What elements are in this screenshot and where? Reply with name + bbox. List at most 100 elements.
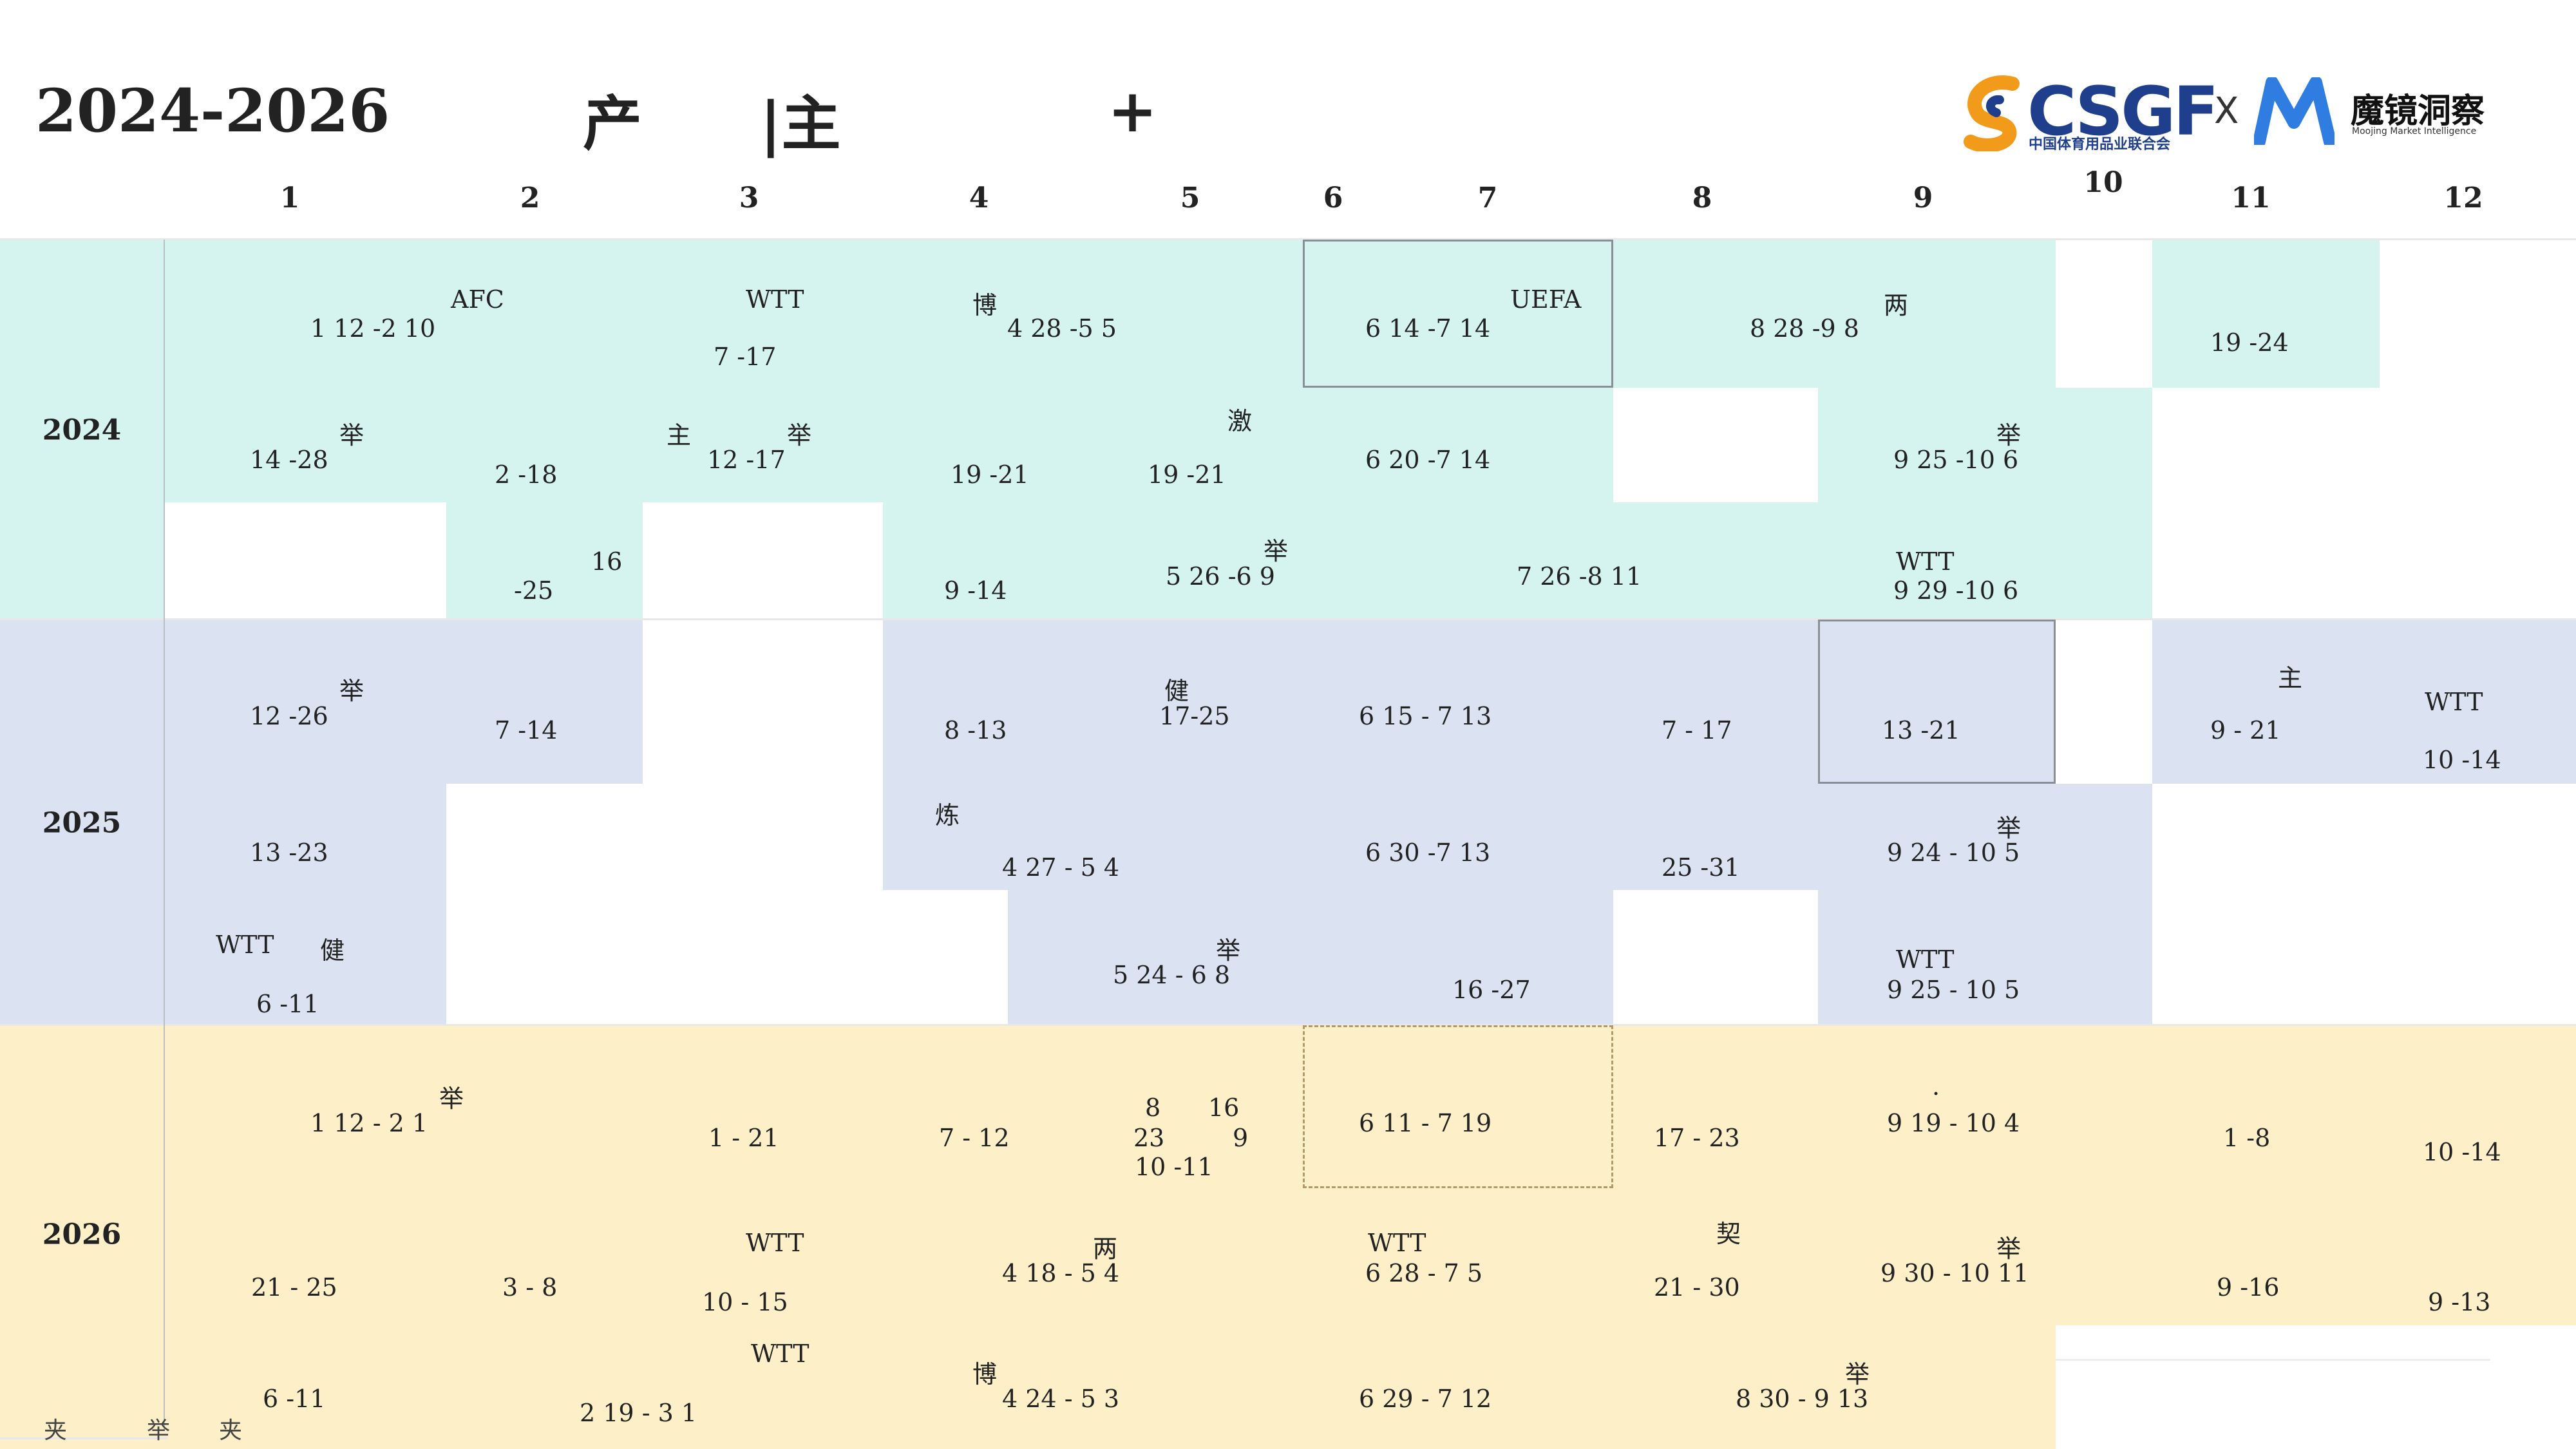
event-date: 6 29 - 7 12 bbox=[1359, 1385, 1492, 1413]
event-label: 主 bbox=[2278, 664, 2303, 692]
event-date: 12 -17 bbox=[707, 446, 786, 474]
event-date: 6 11 - 7 19 bbox=[1359, 1109, 1492, 1137]
event-date: 6 28 - 7 5 bbox=[1365, 1259, 1483, 1287]
gap bbox=[446, 784, 883, 890]
event-date: 9 - 21 bbox=[2210, 716, 2281, 744]
month-header-12: 12 bbox=[2443, 182, 2483, 214]
event-date: 12 -26 bbox=[250, 702, 328, 730]
event-date: 1 12 -2 10 bbox=[310, 314, 436, 343]
year-label-2026: 2026 bbox=[42, 1218, 122, 1251]
gap bbox=[2056, 620, 2152, 784]
csgf-logo-subtitle: 中国体育用品业联合会 bbox=[2029, 137, 2171, 153]
event-label: WTT bbox=[746, 1229, 804, 1257]
event-date: 9 19 - 10 4 bbox=[1887, 1109, 2020, 1137]
event-date: 7 -17 bbox=[714, 343, 777, 371]
event-date: 4 28 -5 5 bbox=[1007, 314, 1117, 343]
event-date: 1 -8 bbox=[2223, 1124, 2271, 1152]
gap bbox=[2152, 388, 2576, 620]
event-date: 9 -14 bbox=[944, 576, 1007, 605]
moojing-m-icon bbox=[2253, 76, 2336, 148]
month-header-10: 10 bbox=[2083, 166, 2123, 199]
event-date: 7 -14 bbox=[495, 716, 558, 744]
event-date: 13 -21 bbox=[1882, 716, 1960, 744]
year-column-divider bbox=[164, 240, 165, 1431]
moojing-logo-text: 魔镜洞察 bbox=[2351, 92, 2485, 131]
event-date: 16 bbox=[1208, 1094, 1240, 1122]
event-date: 4 27 - 5 4 bbox=[1002, 853, 1120, 882]
event-date: 9 25 - 10 5 bbox=[1887, 976, 2020, 1004]
month-header-6: 6 bbox=[1323, 182, 1343, 214]
event-date: 19 -21 bbox=[1148, 460, 1226, 489]
gap bbox=[1613, 890, 1818, 1025]
event-label: WTT bbox=[746, 285, 804, 314]
event-date: 7 - 17 bbox=[1662, 716, 1732, 744]
event-label: . bbox=[1932, 1072, 1940, 1101]
event-date: 5 26 -6 9 bbox=[1166, 562, 1275, 591]
event-date: 21 - 30 bbox=[1654, 1273, 1740, 1302]
csgf-emblem-icon bbox=[1961, 74, 2029, 153]
event-date: 10 - 15 bbox=[702, 1288, 788, 1316]
event-label: 举 bbox=[339, 677, 365, 705]
gap bbox=[2056, 240, 2152, 388]
event-date: 4 24 - 5 3 bbox=[1002, 1385, 1120, 1413]
event-date: 14 -28 bbox=[250, 446, 328, 474]
gap bbox=[446, 890, 1008, 1025]
month-header-8: 8 bbox=[1692, 182, 1712, 214]
event-date: 7 26 -8 11 bbox=[1517, 562, 1642, 591]
event-date: 8 -13 bbox=[944, 716, 1007, 744]
divider bbox=[0, 1437, 167, 1439]
gap bbox=[2152, 784, 2576, 1025]
event-date: 1 12 - 2 1 bbox=[310, 1109, 428, 1137]
event-label: WTT bbox=[1896, 945, 1955, 974]
title-plus: + bbox=[1108, 76, 1158, 146]
logo-separator-x: X bbox=[2214, 90, 2239, 132]
event-date: 2 19 - 3 1 bbox=[580, 1399, 697, 1427]
event-date: 5 24 - 6 8 bbox=[1113, 961, 1231, 989]
month-header-3: 3 bbox=[739, 182, 759, 214]
event-label: 炼 bbox=[935, 801, 960, 829]
event-label: UEFA bbox=[1510, 285, 1582, 314]
event-date: 6 -11 bbox=[263, 1385, 326, 1413]
divider bbox=[0, 1024, 2576, 1026]
event-label: 主 bbox=[667, 421, 692, 450]
event-date: 9 bbox=[1233, 1124, 1249, 1152]
event-date: 1 - 21 bbox=[708, 1124, 779, 1152]
event-date: 19 -21 bbox=[951, 460, 1029, 489]
event-date: 9 -13 bbox=[2428, 1288, 2491, 1316]
event-date: 8 30 - 9 13 bbox=[1736, 1385, 1869, 1413]
event-date: 9 30 - 10 11 bbox=[1880, 1259, 2029, 1287]
event-label: 举 bbox=[339, 421, 365, 450]
highlight-frame-2026-jul bbox=[1303, 1025, 1613, 1188]
event-date: 23 bbox=[1133, 1124, 1165, 1152]
gap bbox=[2380, 240, 2576, 388]
event-date: 6 15 - 7 13 bbox=[1359, 702, 1492, 730]
moojing-logo-subtitle: Moojing Market Intelligence bbox=[2352, 126, 2477, 137]
event-label: WTT bbox=[2425, 688, 2483, 716]
event-label: 举 bbox=[1996, 814, 2022, 842]
event-date: 21 - 25 bbox=[251, 1273, 337, 1302]
event-date: 10 -11 bbox=[1135, 1153, 1213, 1181]
event-date: -25 bbox=[514, 576, 554, 605]
event-date: 10 -14 bbox=[2423, 746, 2501, 774]
event-label: 两 bbox=[1093, 1235, 1118, 1263]
gap bbox=[164, 502, 446, 620]
event-label: 健 bbox=[320, 936, 345, 965]
event-date: 6 20 -7 14 bbox=[1365, 446, 1491, 474]
event-date: 2 -18 bbox=[495, 460, 558, 489]
event-label: 举 bbox=[787, 421, 812, 450]
highlight-frame-uefa bbox=[1303, 240, 1613, 388]
event-date: 7 - 12 bbox=[939, 1124, 1010, 1152]
month-header-4: 4 bbox=[969, 182, 989, 214]
month-header-5: 5 bbox=[1180, 182, 1200, 214]
gap bbox=[2056, 1325, 2576, 1449]
title-char-chan: 产 bbox=[583, 89, 643, 158]
event-label: WTT bbox=[751, 1340, 810, 1368]
event-label: 激 bbox=[1227, 407, 1253, 435]
event-date: 9 -16 bbox=[2217, 1273, 2280, 1302]
event-label: 举 bbox=[439, 1084, 464, 1113]
page-title: 2024-2026 bbox=[35, 76, 390, 146]
title-separator-zhu: |主 bbox=[760, 89, 841, 158]
gap bbox=[1613, 388, 1818, 502]
year-label-2024: 2024 bbox=[42, 413, 122, 447]
month-header-1: 1 bbox=[279, 182, 300, 214]
